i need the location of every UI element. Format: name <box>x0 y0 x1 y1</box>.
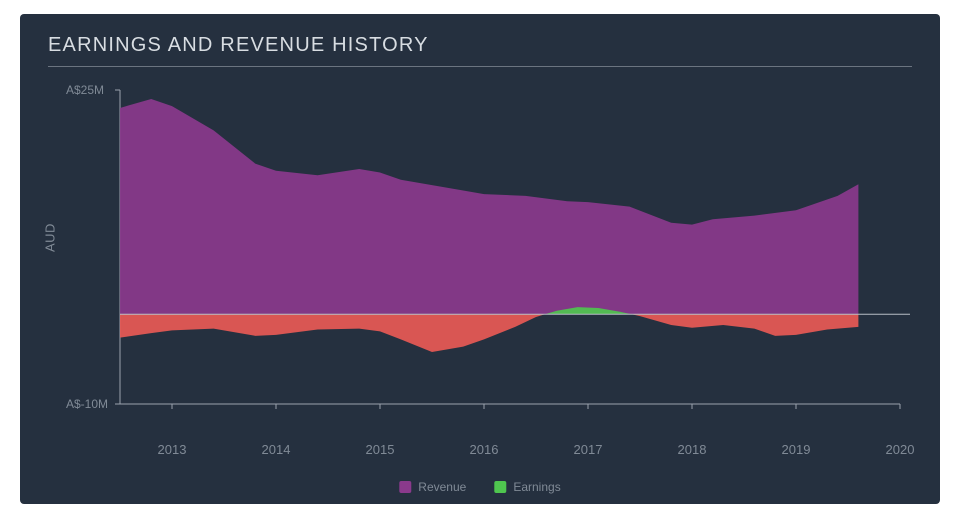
y-tick-label: A$-10M <box>66 397 108 411</box>
x-tick-label: 2017 <box>574 442 603 457</box>
chart-title: EARNINGS AND REVENUE HISTORY <box>48 34 429 57</box>
legend-label-revenue: Revenue <box>418 480 466 494</box>
chart-card: EARNINGS AND REVENUE HISTORY AUD A$25MA$… <box>20 14 940 504</box>
x-tick-label: 2014 <box>262 442 291 457</box>
x-tick-label: 2020 <box>886 442 915 457</box>
legend-swatch-revenue <box>399 481 411 493</box>
legend-swatch-earnings <box>494 481 506 493</box>
plot-area: A$25MA$-10M 2013201420152016201720182019… <box>90 84 910 434</box>
x-tick-label: 2013 <box>158 442 187 457</box>
y-axis-label: AUD <box>43 223 58 252</box>
legend-item-earnings: Earnings <box>494 480 560 494</box>
legend: Revenue Earnings <box>399 480 560 494</box>
x-tick-label: 2015 <box>366 442 395 457</box>
legend-item-revenue: Revenue <box>399 480 466 494</box>
x-tick-label: 2019 <box>782 442 811 457</box>
x-tick-label: 2018 <box>678 442 707 457</box>
y-tick-label: A$25M <box>66 83 104 97</box>
chart-svg <box>90 84 910 434</box>
title-rule <box>48 66 912 67</box>
x-tick-label: 2016 <box>470 442 499 457</box>
legend-label-earnings: Earnings <box>513 480 560 494</box>
